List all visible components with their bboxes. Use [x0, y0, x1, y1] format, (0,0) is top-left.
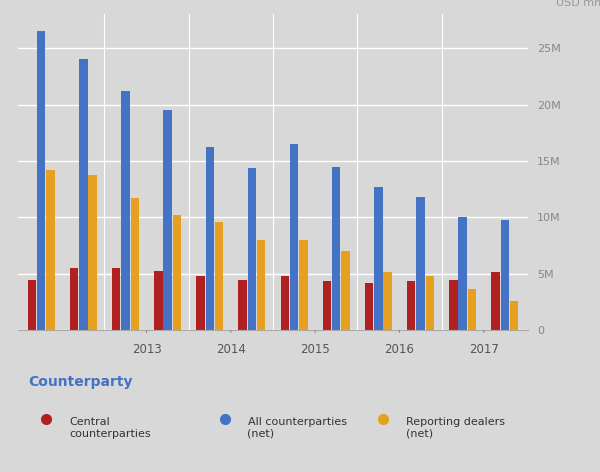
- Bar: [131, 198, 139, 330]
- Bar: [37, 31, 46, 330]
- Bar: [299, 240, 308, 330]
- Bar: [332, 167, 340, 330]
- Bar: [215, 222, 223, 330]
- Bar: [281, 276, 289, 330]
- Bar: [323, 281, 331, 330]
- Bar: [510, 301, 518, 330]
- Bar: [290, 144, 298, 330]
- Bar: [425, 276, 434, 330]
- Bar: [468, 288, 476, 330]
- Bar: [46, 170, 55, 330]
- Bar: [163, 110, 172, 330]
- Bar: [154, 270, 163, 330]
- Text: Counterparty: Counterparty: [28, 375, 133, 388]
- Text: All counterparties
(net): All counterparties (net): [248, 417, 347, 439]
- Text: 2013: 2013: [131, 343, 161, 356]
- Bar: [416, 197, 425, 330]
- Bar: [407, 281, 415, 330]
- Bar: [121, 91, 130, 330]
- Bar: [383, 272, 392, 330]
- Bar: [458, 218, 467, 330]
- Bar: [257, 240, 265, 330]
- Text: 2015: 2015: [300, 343, 330, 356]
- Bar: [365, 283, 373, 330]
- Bar: [173, 215, 181, 330]
- Bar: [206, 147, 214, 330]
- Text: Central
counterparties: Central counterparties: [69, 417, 151, 439]
- Bar: [28, 279, 36, 330]
- Bar: [248, 168, 256, 330]
- Bar: [374, 187, 383, 330]
- Bar: [70, 268, 78, 330]
- Bar: [491, 272, 500, 330]
- Bar: [88, 175, 97, 330]
- Bar: [238, 279, 247, 330]
- Text: 2017: 2017: [469, 343, 499, 356]
- Bar: [79, 59, 88, 330]
- Text: Reporting dealers
(net): Reporting dealers (net): [406, 417, 505, 439]
- Text: 2014: 2014: [216, 343, 246, 356]
- Bar: [112, 268, 121, 330]
- Bar: [449, 279, 458, 330]
- Text: 2016: 2016: [385, 343, 415, 356]
- Bar: [500, 220, 509, 330]
- Y-axis label: USD mn: USD mn: [556, 0, 600, 8]
- Bar: [196, 276, 205, 330]
- Bar: [341, 251, 350, 330]
